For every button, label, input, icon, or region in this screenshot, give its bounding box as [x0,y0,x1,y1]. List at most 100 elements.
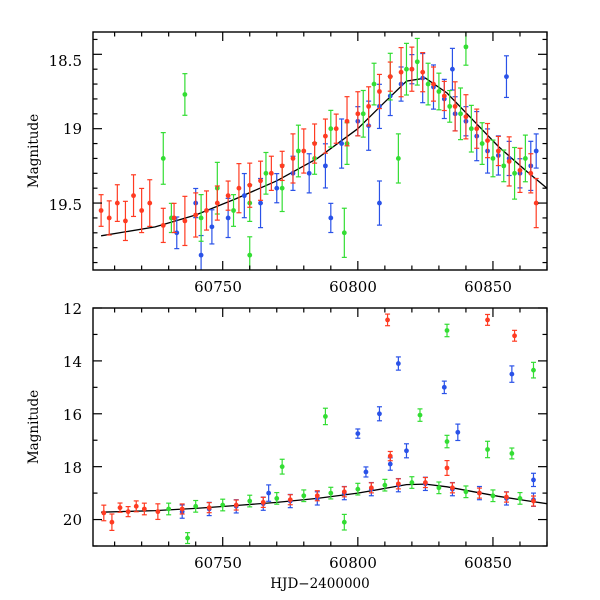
top-data-point [533,177,539,229]
bottom-data-point [444,434,450,449]
top-data-point [241,172,247,219]
top-data-point [398,46,404,98]
top-data-point [182,195,188,247]
top-data-point [274,173,280,204]
bottom-data-point [109,513,115,531]
top-data-point [263,151,269,195]
top-data-point [131,174,137,218]
bottom-data-points-layer [101,313,536,545]
top-data-point [371,62,377,106]
bottom-data-point [395,478,401,490]
top-y-tick-label: 18.5 [49,52,82,70]
top-data-point [236,163,242,214]
bottom-data-point [376,406,382,422]
top-data-point [528,153,534,194]
bottom-data-point [485,440,491,459]
top-data-point [341,207,347,258]
bottom-data-point [328,486,334,500]
top-plot-frame [92,31,548,271]
top-data-point [436,72,442,111]
bottom-data-point [530,495,536,507]
bottom-data-point [125,505,131,518]
bottom-data-point [417,408,423,422]
top-data-point [485,122,491,159]
top-data-point [468,104,474,153]
top-data-points-layer [98,32,539,270]
bottom-data-point [220,498,226,512]
top-data-point [322,118,328,154]
top-data-point [501,149,507,183]
top-data-point [182,73,188,116]
top-data-point [139,187,145,234]
bottom-y-tick-label: 12 [63,300,82,318]
bottom-y-tick-label: 18 [63,459,82,477]
top-x-ticks [114,32,548,270]
top-data-point [106,200,112,236]
bottom-data-point [449,482,455,494]
bottom-x-ticks [114,308,548,546]
top-data-point [409,46,415,92]
bottom-data-point [266,484,272,502]
bottom-plot-area [101,313,547,545]
bottom-data-point [193,499,199,513]
bottom-data-point [355,428,361,439]
bottom-data-point [179,503,185,515]
top-data-point [122,200,128,242]
top-x-tick-label: 60800 [329,278,377,296]
top-data-point [312,123,318,164]
top-data-point [533,133,539,169]
bottom-y-axis-label: Magnitude [26,390,42,464]
bottom-data-point [385,313,391,327]
bottom-x-tick-label: 60750 [194,554,242,572]
top-data-point [441,80,447,112]
top-plot-area [98,32,547,270]
top-data-point [258,160,264,201]
bottom-data-point [463,485,469,499]
top-data-point [306,153,312,194]
top-data-point [479,122,485,165]
bottom-y-tick-label: 16 [63,406,82,424]
top-data-point [247,162,253,208]
top-data-point [376,73,382,110]
bottom-data-point [166,502,172,516]
top-model-curve-layer [100,77,547,237]
bottom-x-tick-label: 60850 [464,554,512,572]
bottom-data-point [155,503,161,521]
top-data-point [376,180,382,226]
top-data-point [447,89,453,123]
top-data-point [225,180,231,211]
top-y-tick-label: 19.5 [49,196,82,214]
bottom-data-point [512,329,518,342]
top-data-point [268,155,274,191]
top-data-point [209,209,215,245]
top-data-point [204,190,209,231]
bottom-data-point [530,361,536,379]
bottom-data-point [185,532,191,545]
bottom-x-axis-label: HJD−2400000 [270,576,369,592]
top-data-point [506,136,512,187]
bottom-y-tick-label: 20 [63,511,82,529]
bottom-data-point [441,380,447,395]
bottom-data-point [314,490,320,502]
top-data-point [160,132,166,185]
bottom-data-point [387,450,393,462]
bottom-data-point [279,458,285,475]
bottom-data-point [133,500,139,513]
bottom-data-point [206,502,212,514]
bottom-x-tick-label: 60800 [329,554,377,572]
top-model-curve [100,77,547,237]
top-data-point [360,89,366,138]
top-data-point [517,147,523,194]
top-y-axis-label: Magnitude [26,114,42,188]
bottom-data-point [287,494,293,506]
bottom-data-point [117,502,123,513]
top-data-point [458,87,464,141]
bottom-data-point [530,472,536,488]
bottom-data-point [101,504,107,522]
bottom-data-point [509,447,515,460]
bottom-y-tick-label: 14 [63,353,82,371]
top-data-point [490,139,496,178]
top-data-point [214,185,220,221]
bottom-data-point [444,459,450,476]
